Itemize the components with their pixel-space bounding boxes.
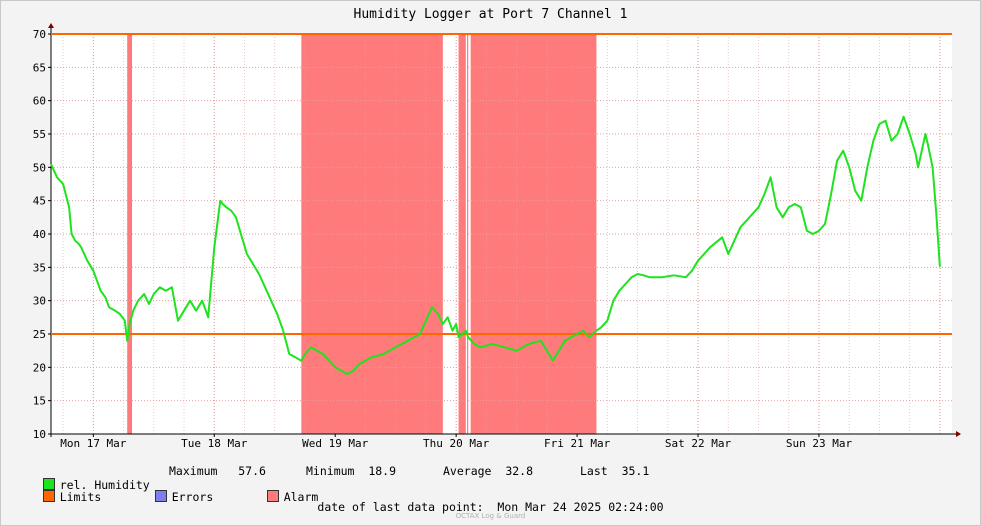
x-tick-label: Tue 18 Mar — [181, 437, 248, 450]
x-tick-label: Sat 22 Mar — [665, 437, 732, 450]
stat-last-value: 35.1 — [621, 464, 650, 478]
errors-swatch-icon — [154, 490, 167, 502]
stat-maximum-label: Maximum — [169, 464, 218, 478]
x-tick-label: Fri 21 Mar — [544, 437, 611, 450]
y-tick-label: 35 — [33, 261, 46, 274]
legend-humidity-label: rel. Humidity — [59, 478, 150, 492]
y-tick-label: 20 — [33, 361, 46, 374]
humidity-swatch-icon — [42, 478, 55, 490]
y-tick-label: 40 — [33, 228, 46, 241]
stat-last: Last 35.1 — [580, 464, 649, 478]
humidity-series-line — [50, 115, 941, 375]
legend-row-1: rel. Humidity — [15, 464, 150, 506]
x-axis-arrow-icon — [956, 431, 961, 437]
y-tick-label: 65 — [33, 61, 46, 74]
legend-errors: Errors — [127, 476, 213, 518]
stat-minimum: Minimum 18.9 — [306, 464, 396, 478]
legend-limits-label: Limits — [59, 490, 102, 504]
x-tick-label: Mon 17 Mar — [60, 437, 127, 450]
stat-minimum-value: 18.9 — [368, 464, 397, 478]
y-tick-label: 25 — [33, 328, 46, 341]
y-tick-label: 50 — [33, 161, 46, 174]
y-tick-label: 45 — [33, 195, 46, 208]
alarm-band-4 — [470, 34, 597, 434]
stat-last-label: Last — [580, 464, 608, 478]
y-tick-label: 30 — [33, 295, 46, 308]
last-data-point-label: date of last data point: — [317, 500, 484, 514]
y-tick-label: 60 — [33, 95, 46, 108]
chart-title: Humidity Logger at Port 7 Channel 1 — [353, 7, 628, 22]
limits-swatch-icon — [42, 490, 55, 502]
legend-errors-label: Errors — [171, 490, 214, 504]
y-axis-arrow-icon — [48, 23, 54, 28]
y-tick-label: 15 — [33, 395, 46, 408]
stat-minimum-label: Minimum — [306, 464, 355, 478]
alarm-band-3 — [467, 34, 469, 434]
stat-maximum: Maximum 57.6 — [169, 464, 266, 478]
x-tick-label: Thu 20 Mar — [423, 437, 490, 450]
legend-limits: Limits — [15, 476, 101, 518]
x-tick-label: Sun 23 Mar — [786, 437, 853, 450]
alarm-swatch-icon — [266, 490, 279, 502]
x-tick-label: Wed 19 Mar — [302, 437, 369, 450]
stat-average-label: Average — [443, 464, 492, 478]
stat-average-value: 32.8 — [505, 464, 534, 478]
humidity-chart: 10 15 20 25 30 35 40 45 50 55 60 65 70 Mon 17 Mar Tue … — [33, 23, 961, 450]
legend-alarm: Alarm — [239, 476, 318, 518]
stat-maximum-value: 57.6 — [238, 464, 266, 478]
credit-text: OCTAX Log & Guard — [455, 512, 526, 520]
y-tick-label: 70 — [33, 28, 46, 41]
y-tick-label: 55 — [33, 128, 46, 141]
stat-average: Average 32.8 — [443, 464, 533, 478]
last-data-point: date of last data point: Mon Mar 24 2025… — [1, 500, 980, 514]
legend-alarm-label: Alarm — [283, 490, 319, 504]
last-data-point-value: Mon Mar 24 2025 02:24:00 — [497, 500, 664, 514]
y-tick-label: 10 — [33, 428, 46, 441]
